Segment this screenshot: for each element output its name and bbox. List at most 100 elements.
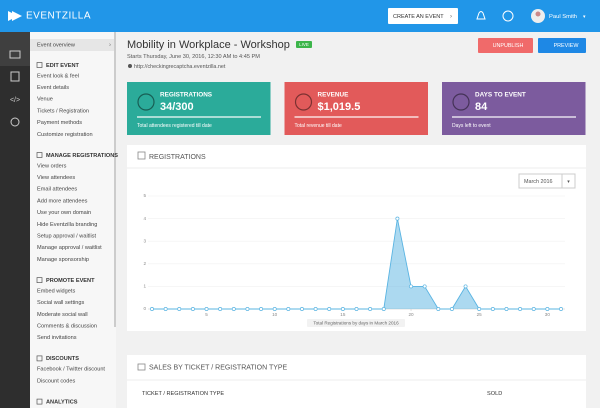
point — [286, 307, 291, 311]
create-button[interactable] — [388, 8, 458, 24]
point — [463, 284, 468, 289]
stat-caption: Total attendees registered till date — [137, 123, 212, 129]
menu-item[interactable]: Discount codes — [37, 378, 75, 384]
point — [545, 307, 550, 311]
point — [245, 307, 250, 311]
bell-icon[interactable] — [476, 11, 486, 20]
menu-item[interactable]: Hide Eventzilla branding — [37, 222, 97, 228]
menu-item[interactable]: Social wall settings — [37, 300, 84, 306]
code-icon[interactable]: </> — [10, 97, 20, 104]
logo: EVENTZILLA — [26, 11, 91, 22]
live-label: LIVE — [299, 42, 309, 47]
sidebar-overview[interactable]: Event overview — [37, 42, 76, 48]
overview-highlight[interactable] — [30, 39, 114, 51]
sales-title: SALES BY TICKET / REGISTRATION TYPE — [149, 364, 288, 371]
stat-card — [127, 82, 271, 135]
menu-item[interactable]: View attendees — [37, 175, 75, 181]
y-tick-label: 5 — [143, 193, 146, 198]
live-badge — [296, 41, 312, 48]
point — [381, 307, 386, 311]
menu-item[interactable]: Facebook / Twitter discount — [37, 367, 105, 373]
menu-item[interactable]: Comments & discussion — [37, 323, 97, 329]
point — [300, 307, 304, 311]
unpublish-button[interactable] — [478, 38, 533, 53]
month-dropdown-label: March 2016 — [524, 179, 552, 185]
point — [436, 307, 441, 311]
menu-item[interactable]: View orders — [37, 163, 67, 169]
menu-item[interactable]: Embed widgets — [37, 288, 75, 294]
menu-item[interactable]: Event look & feel — [37, 73, 79, 79]
icon-strip-active — [0, 32, 30, 66]
section-title: MANAGE REGISTRATIONS — [46, 153, 118, 159]
menu-item[interactable]: Customize registration — [37, 132, 93, 138]
point — [422, 284, 427, 289]
sales-panel — [127, 355, 586, 408]
point — [518, 307, 523, 311]
point — [190, 307, 195, 311]
point — [368, 307, 373, 311]
menu-item[interactable]: Venue — [37, 97, 53, 103]
y-tick-label: 0 — [143, 306, 146, 311]
y-tick-label: 3 — [143, 238, 146, 243]
menu-item[interactable]: Add more attendees — [37, 198, 88, 204]
point — [449, 307, 454, 311]
unpublish-label: UNPUBLISH — [493, 43, 524, 49]
column-header: TICKET / REGISTRATION TYPE — [142, 391, 224, 397]
menu-item[interactable]: Payment methods — [37, 120, 82, 126]
section-title: DISCOUNTS — [46, 356, 79, 362]
stat-icon — [137, 93, 155, 111]
point — [259, 307, 264, 311]
point — [354, 307, 359, 311]
overview-caret: › — [109, 43, 111, 49]
chart-panel — [127, 145, 586, 331]
menu-item[interactable]: Use your own domain — [37, 210, 91, 216]
monitor-icon[interactable] — [9, 50, 21, 59]
stat-value: 84 — [475, 101, 488, 113]
chat-icon[interactable] — [502, 10, 514, 22]
menu-item[interactable]: Email attendees — [37, 187, 77, 193]
gear-icon[interactable] — [10, 117, 20, 127]
preview-label: PREVIEW — [554, 43, 580, 49]
menu-item[interactable]: Manage approval / waitlist — [37, 245, 102, 251]
section-title: ANALYTICS — [46, 399, 78, 405]
x-tick-label: 20 — [408, 312, 414, 317]
stat-icon — [294, 93, 313, 111]
x-tick-label: 15 — [340, 312, 346, 317]
menu-item[interactable]: Manage sponsorship — [37, 257, 89, 263]
stat-title: REGISTRATIONS — [160, 92, 213, 99]
point — [218, 307, 223, 311]
menu-item[interactable]: Send invitations — [37, 335, 77, 341]
point — [409, 284, 413, 289]
chart-title: REGISTRATIONS — [149, 154, 206, 161]
calendar-icon[interactable] — [10, 71, 20, 82]
section-icon — [36, 398, 43, 405]
chart-icon — [137, 151, 146, 160]
point — [559, 307, 563, 311]
menu-item[interactable]: Event details — [37, 85, 69, 91]
section-icon — [36, 277, 43, 283]
stat-caption: Days left to event — [452, 123, 491, 129]
point — [327, 307, 332, 311]
create-arrow: › — [450, 14, 452, 20]
section-icon — [36, 62, 43, 68]
event-url[interactable]: http://checkingrecaptcha.eventzilla.net — [134, 64, 226, 70]
sidebar-scrollbar — [114, 32, 116, 327]
x-tick-label: 10 — [272, 312, 278, 317]
sales-icon — [137, 363, 146, 371]
menu-item[interactable]: Tickets / Registration — [37, 108, 89, 114]
menu-item[interactable]: Moderate social wall — [37, 312, 88, 318]
point — [313, 307, 318, 311]
user-name[interactable]: Paul Smith — [549, 14, 577, 20]
stat-caption: Total revenue till date — [295, 123, 342, 129]
point — [272, 307, 277, 311]
stat-value: 34/300 — [160, 101, 194, 113]
point — [395, 216, 400, 221]
menu-item[interactable]: Setup approval / waitlist — [37, 233, 97, 239]
icon-strip — [0, 32, 30, 408]
stat-bar — [294, 116, 419, 118]
section-icon — [36, 152, 43, 158]
logo-icon — [8, 11, 22, 21]
preview-button[interactable] — [538, 38, 586, 53]
month-dropdown[interactable] — [518, 173, 576, 189]
